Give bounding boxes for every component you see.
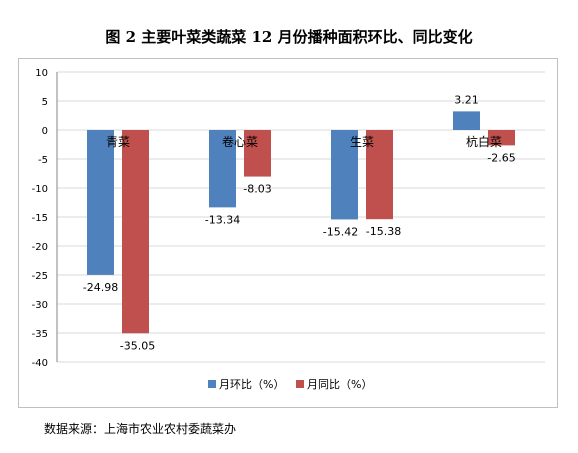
category-label: 青菜 <box>106 135 130 149</box>
y-tick-label: -35 <box>32 329 48 340</box>
data-label: 3.21 <box>454 93 479 106</box>
bar-mom <box>331 130 358 220</box>
bar-mom <box>87 130 114 275</box>
y-tick-label: 5 <box>42 97 48 108</box>
bar-yoy <box>244 130 271 177</box>
data-source-note: 数据来源：上海市农业农村委蔬菜办 <box>44 422 237 436</box>
chart-frame <box>18 58 558 408</box>
data-label: -35.05 <box>120 339 155 352</box>
chart-title: 图 2 主要叶菜类蔬菜 12 月份播种面积环比、同比变化 <box>105 28 473 46</box>
category-label: 杭白菜 <box>466 134 502 149</box>
y-tick-label: 0 <box>42 126 48 137</box>
legend-swatch <box>208 380 216 388</box>
data-label: -13.34 <box>205 213 240 226</box>
legend-label: 月环比（%） <box>219 378 284 391</box>
data-label: -15.38 <box>366 225 401 238</box>
legend-swatch <box>296 380 304 388</box>
bar-yoy <box>366 130 393 220</box>
y-tick-label: -10 <box>32 184 48 195</box>
y-tick-label: -30 <box>32 300 48 311</box>
data-label: -24.98 <box>83 281 118 294</box>
bar-yoy <box>488 130 515 146</box>
y-tick-label: -20 <box>32 242 48 253</box>
data-label: -8.03 <box>243 183 271 196</box>
y-tick-label: -5 <box>38 155 48 166</box>
category-label: 卷心菜 <box>222 134 258 149</box>
data-label: -15.42 <box>323 225 358 238</box>
data-label: -2.65 <box>487 151 515 164</box>
bar-yoy <box>122 130 149 334</box>
bar-mom <box>453 111 480 130</box>
y-tick-label: -25 <box>32 271 48 282</box>
y-tick-label: 10 <box>35 68 48 79</box>
category-label: 生菜 <box>350 135 374 149</box>
y-tick-label: -40 <box>32 358 48 369</box>
y-tick-label: -15 <box>32 213 48 224</box>
bar-mom <box>209 130 236 208</box>
legend-label: 月同比（%） <box>307 378 372 391</box>
